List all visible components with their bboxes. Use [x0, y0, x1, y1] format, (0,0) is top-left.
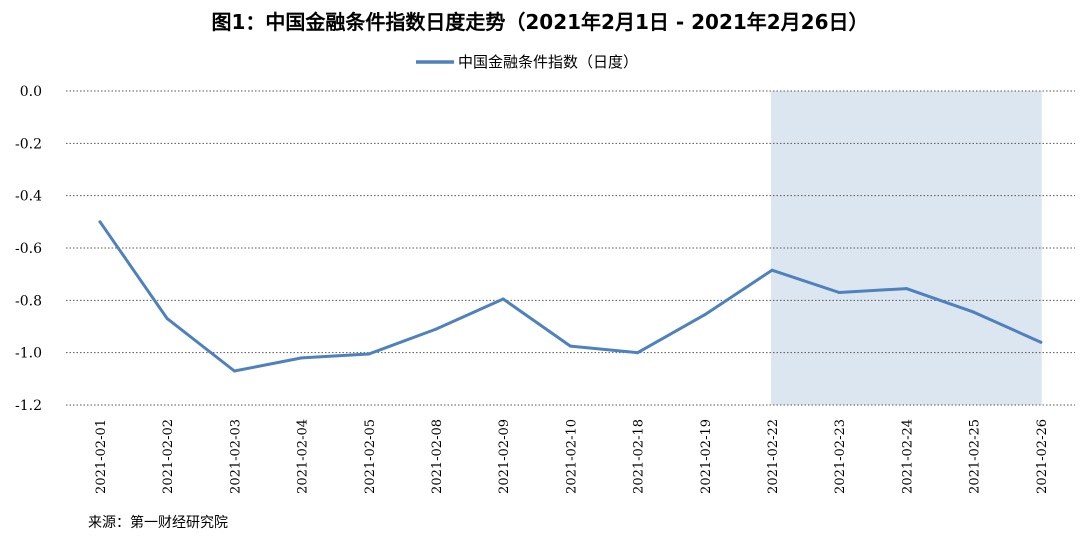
y-tick-label: -0.6 — [15, 241, 42, 257]
x-tick-label: 2021-02-03 — [228, 419, 243, 494]
data-point — [568, 344, 572, 348]
data-point — [165, 317, 169, 321]
grid-lines — [66, 90, 1075, 406]
y-tick-label: 0.0 — [20, 84, 42, 100]
data-point — [770, 268, 774, 272]
data-point — [367, 352, 371, 356]
source-note: 来源：第一财经研究院 — [88, 514, 228, 531]
legend-label: 中国金融条件指数（日度） — [458, 53, 638, 71]
data-point — [703, 313, 707, 317]
y-axis: 0.0 -0.2 -0.4 -0.6 -0.8 -1.0 -1.2 — [15, 84, 42, 414]
y-tick-label: -1.0 — [15, 346, 42, 362]
y-tick-label: -0.8 — [15, 293, 42, 309]
x-tick-label: 2021-02-24 — [900, 419, 915, 494]
data-point — [1039, 340, 1043, 344]
x-axis: 2021-02-01 2021-02-02 2021-02-03 2021-02-04… — [94, 419, 1050, 494]
data-point — [636, 351, 640, 355]
x-tick-label: 2021-02-09 — [497, 419, 512, 494]
x-tick-label: 2021-02-10 — [564, 419, 579, 494]
data-point — [232, 369, 236, 373]
chart-title: 图1：中国金融条件指数日度走势（2021年2月1日 - 2021年2月26日） — [211, 10, 868, 34]
x-tick-label: 2021-02-18 — [632, 419, 647, 494]
x-tick-label: 2021-02-22 — [766, 419, 781, 494]
x-tick-label: 2021-02-05 — [363, 419, 378, 494]
x-tick-label: 2021-02-08 — [430, 419, 445, 494]
y-tick-label: -0.4 — [15, 189, 42, 205]
series-points — [98, 220, 1043, 373]
y-tick-label: -1.2 — [15, 398, 42, 414]
x-tick-label: 2021-02-19 — [699, 419, 714, 494]
data-point — [501, 297, 505, 301]
x-tick-label: 2021-02-23 — [833, 419, 848, 494]
x-tick-label: 2021-02-26 — [1035, 419, 1050, 494]
data-point — [98, 220, 102, 224]
data-point — [837, 290, 841, 294]
legend: 中国金融条件指数（日度） — [416, 53, 638, 71]
x-tick-label: 2021-02-04 — [296, 419, 311, 494]
data-point — [300, 356, 304, 360]
x-tick-label: 2021-02-01 — [94, 419, 109, 494]
x-tick-label: 2021-02-25 — [968, 419, 983, 494]
y-tick-label: -0.2 — [15, 136, 42, 152]
x-tick-label: 2021-02-02 — [161, 419, 176, 494]
data-point — [972, 310, 976, 314]
data-point — [434, 327, 438, 331]
data-point — [904, 287, 908, 291]
